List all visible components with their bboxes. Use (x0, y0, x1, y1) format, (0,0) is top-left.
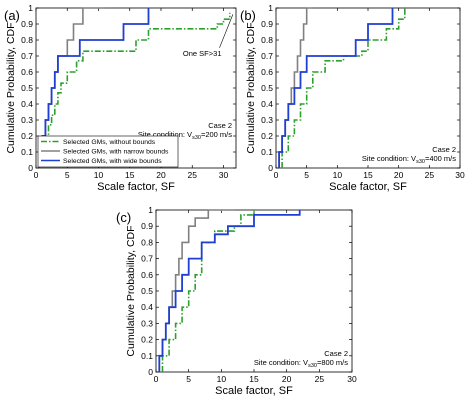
x-axis-label: Scale factor, SF (97, 181, 175, 193)
y-tick-label: 0.4 (21, 99, 33, 109)
x-tick-label: 0 (154, 374, 159, 384)
legend-item-3: Selected GMs, with wide bounds (63, 158, 162, 165)
x-tick-label: 5 (186, 374, 191, 384)
legend-box (37, 135, 179, 168)
y-tick-label: 0.4 (141, 302, 153, 312)
x-tick-label: 5 (65, 170, 70, 180)
y-tick-label: 0.6 (141, 270, 153, 280)
panel-label: (b) (240, 8, 256, 23)
x-tick-label: 20 (282, 374, 292, 384)
annotation-site-value: =200 m/s (201, 130, 232, 139)
x-tick-label: 30 (347, 374, 357, 384)
annotation-site-sub: s30 (416, 159, 425, 165)
y-tick-label: 0.4 (261, 99, 273, 109)
y-tick-label: 0.2 (21, 131, 33, 141)
x-axis-label: Scale factor, SF (329, 181, 407, 193)
legend-item-1: Selected GMs, without bounds (63, 139, 156, 146)
x-tick-label: 20 (394, 170, 404, 180)
annotation-site-value: =400 m/s (425, 154, 456, 163)
y-tick-label: 0.7 (261, 51, 273, 61)
y-tick-label: 0.1 (261, 147, 273, 157)
annotation-case: Case 2 (324, 349, 348, 358)
x-tick-label: 15 (363, 170, 373, 180)
y-tick-label: 0.8 (261, 35, 273, 45)
x-tick-label: 15 (125, 170, 135, 180)
panel-label: (c) (116, 210, 131, 225)
x-tick-label: 25 (315, 374, 325, 384)
series-line-3 (278, 8, 394, 168)
x-tick-label: 0 (34, 170, 39, 180)
y-axis-label: Cumulative Probability, CDF (245, 22, 257, 153)
callout-label: One SF>31 (183, 49, 222, 58)
y-tick-label: 0 (148, 367, 153, 377)
annotation-site: Site condition: Vs30=800 m/s (254, 358, 348, 369)
y-tick-label: 0.3 (141, 318, 153, 328)
chart-panel-2: (b)00.10.20.30.40.50.60.70.80.910 5 10 15 20… (240, 3, 465, 193)
y-tick-label: 0.8 (21, 35, 33, 45)
series-line-1 (281, 8, 406, 168)
y-tick-label: 0.5 (21, 83, 33, 93)
callout-arrow (219, 14, 234, 48)
x-tick-label: 20 (156, 170, 166, 180)
x-tick-label: 0 (274, 170, 279, 180)
y-tick-label: 0.6 (21, 67, 33, 77)
y-tick-label: 0.1 (141, 351, 153, 361)
annotation-site-text: Site condition: V (138, 130, 192, 139)
x-tick-label: 25 (425, 170, 435, 180)
chart-panel-1: (a)00.10.20.30.40.50.60.70.80.910 5 10 15 20… (4, 3, 237, 193)
y-tick-label: 0.8 (141, 237, 153, 247)
axes-frame (155, 209, 353, 373)
y-axis-label: Cumulative Probability, CDF (5, 22, 17, 153)
annotation-site-sub: s30 (308, 363, 317, 369)
y-tick-label: 0.5 (261, 83, 273, 93)
x-tick-label: 15 (249, 374, 259, 384)
x-tick-label: 10 (94, 170, 104, 180)
x-tick-label: 30 (455, 170, 465, 180)
annotation-site-sub: s30 (192, 135, 201, 141)
x-axis-label: Scale factor, SF (215, 385, 293, 397)
y-tick-label: 0.9 (21, 19, 33, 29)
y-tick-label: 0.1 (21, 147, 33, 157)
y-tick-label: 1 (28, 3, 33, 13)
x-tick-label: 30 (219, 170, 229, 180)
y-tick-label: 0.2 (261, 131, 273, 141)
annotation-site: Site condition: Vs30=200 m/s (138, 130, 232, 141)
chart-panel-3: (c)00.10.20.30.40.50.60.70.80.910 5 10 15 20… (116, 205, 357, 397)
x-tick-label: 5 (304, 170, 309, 180)
legend-item-2: Selected GMs, with narrow bounds (63, 149, 169, 156)
y-tick-label: 0.3 (21, 115, 33, 125)
annotation-site-text: Site condition: V (254, 358, 308, 367)
series-line-3 (158, 210, 301, 372)
x-tick-label: 10 (333, 170, 343, 180)
y-tick-label: 0.3 (261, 115, 273, 125)
panel-label: (a) (4, 8, 20, 23)
y-tick-label: 0.2 (141, 335, 153, 345)
x-tick-label: 10 (217, 374, 227, 384)
y-tick-label: 0.7 (21, 51, 33, 61)
y-tick-label: 1 (268, 3, 273, 13)
y-tick-label: 0.7 (141, 254, 153, 264)
y-axis-label: Cumulative Probability, CDF (125, 225, 137, 356)
y-tick-label: 0.6 (261, 67, 273, 77)
annotation-case: Case 2 (208, 121, 232, 130)
y-tick-label: 0 (28, 163, 33, 173)
y-tick-label: 0.5 (141, 286, 153, 296)
y-tick-label: 0 (268, 163, 273, 173)
annotation-site-value: =800 m/s (317, 358, 348, 367)
y-tick-label: 0.9 (261, 19, 273, 29)
annotation-site-text: Site condition: V (362, 154, 416, 163)
annotation-case: Case 2 (432, 145, 456, 154)
x-tick-label: 25 (188, 170, 198, 180)
y-tick-label: 1 (148, 205, 153, 215)
annotation-site: Site condition: Vs30=400 m/s (362, 154, 456, 165)
y-tick-label: 0.9 (141, 221, 153, 231)
